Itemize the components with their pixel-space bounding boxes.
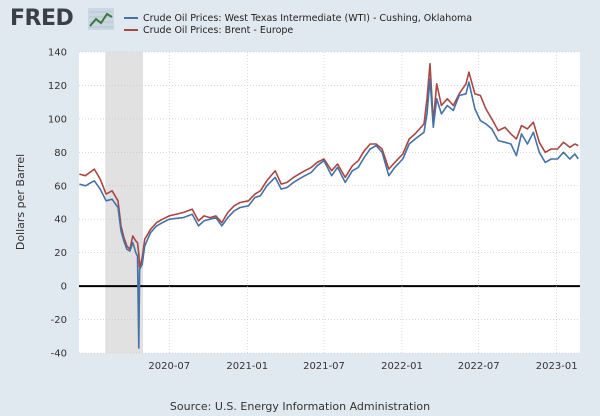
legend-label-wti: Crude Oil Prices: West Texas Intermediat… xyxy=(143,12,473,24)
fred-logo[interactable]: FRED xyxy=(10,6,74,31)
y-tick-label: 120 xyxy=(48,81,67,92)
y-tick-label: 0 xyxy=(61,282,67,293)
x-tick-label: 2022-01 xyxy=(381,361,423,372)
plot-background xyxy=(79,52,580,353)
legend-item-wti[interactable]: Crude Oil Prices: West Texas Intermediat… xyxy=(124,12,472,24)
legend-swatch-brent xyxy=(124,29,138,31)
series-line-brent[interactable] xyxy=(79,62,579,269)
x-tick-label: 2021-07 xyxy=(303,361,345,372)
y-tick-label: 60 xyxy=(54,181,67,192)
y-tick-label: 20 xyxy=(54,248,67,259)
x-tick-label: 2020-07 xyxy=(148,361,190,372)
y-tick-label: 40 xyxy=(54,215,67,226)
legend-item-brent[interactable]: Crude Oil Prices: Brent - Europe xyxy=(124,24,472,36)
source-note: Source: U.S. Energy Information Administ… xyxy=(169,400,431,413)
legend-swatch-wti xyxy=(124,17,138,19)
x-axis-ticks: 2020-07 2021-01 2021-07 2022-01 2022-07 2023-… xyxy=(148,361,577,372)
grid-lines xyxy=(79,51,580,354)
x-tick-label: 2023-01 xyxy=(536,361,578,372)
y-axis-label: Dollars per Barrel xyxy=(14,154,27,250)
legend: Crude Oil Prices: West Texas Intermediat… xyxy=(124,12,472,36)
y-axis-ticks: -40 -20 0 20 40 60 80 100 120 140 xyxy=(48,48,67,360)
y-tick-label: 100 xyxy=(48,114,67,125)
recession-shading xyxy=(105,52,144,353)
y-tick-label: -40 xyxy=(51,349,67,360)
x-tick-label: 2021-01 xyxy=(226,361,268,372)
series-line-wti[interactable] xyxy=(79,78,579,349)
y-tick-label: 140 xyxy=(48,48,67,59)
y-tick-label: 80 xyxy=(54,148,67,159)
x-tick-label: 2022-07 xyxy=(458,361,500,372)
recession-band-0 xyxy=(105,52,144,353)
series-lines xyxy=(79,62,579,349)
y-tick-label: -20 xyxy=(51,315,67,326)
header: FRED Crude Oil Prices: West Texas Interm… xyxy=(0,0,600,44)
legend-label-brent: Crude Oil Prices: Brent - Europe xyxy=(143,24,294,36)
trend-graph-icon xyxy=(88,8,114,30)
